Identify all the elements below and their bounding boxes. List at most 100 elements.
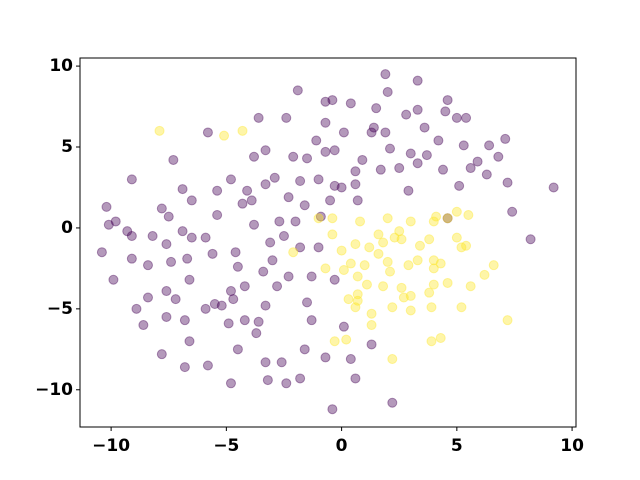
point	[249, 219, 260, 230]
point	[451, 206, 462, 217]
point	[212, 209, 223, 220]
point	[405, 148, 416, 159]
point	[428, 216, 439, 227]
point	[182, 253, 193, 264]
point	[442, 213, 453, 224]
point	[364, 242, 375, 253]
point	[209, 299, 220, 309]
point	[396, 234, 407, 245]
point	[426, 336, 437, 347]
point	[419, 122, 430, 133]
x-tick-label: 5	[451, 436, 463, 456]
point	[412, 158, 423, 169]
point	[258, 266, 269, 277]
point	[179, 362, 190, 373]
point	[276, 357, 287, 368]
y-tick-label: 10	[49, 56, 73, 76]
point	[442, 95, 453, 106]
point	[345, 98, 356, 109]
point	[403, 185, 414, 196]
point	[260, 179, 271, 190]
point	[249, 151, 260, 162]
point	[228, 294, 239, 305]
point	[382, 213, 393, 224]
point	[428, 279, 439, 290]
point	[260, 300, 271, 311]
point	[327, 95, 338, 106]
point	[463, 209, 474, 220]
point	[352, 195, 363, 206]
point	[488, 260, 499, 271]
point	[265, 237, 276, 248]
point	[170, 294, 181, 305]
point	[290, 216, 301, 227]
point	[186, 195, 197, 206]
point	[387, 354, 398, 365]
point	[299, 200, 310, 211]
point	[484, 140, 495, 151]
point	[424, 287, 435, 298]
point	[378, 237, 389, 248]
point	[412, 104, 423, 115]
point	[366, 308, 377, 319]
point	[295, 176, 306, 186]
point	[147, 231, 158, 242]
point	[350, 239, 361, 250]
point	[350, 179, 361, 190]
point	[260, 357, 271, 368]
point	[200, 303, 211, 314]
point	[207, 248, 218, 259]
point	[345, 258, 356, 269]
point	[465, 163, 476, 174]
point	[338, 127, 349, 138]
point	[435, 332, 446, 343]
point	[396, 282, 407, 293]
point	[108, 274, 119, 285]
point	[350, 302, 361, 313]
point	[237, 198, 248, 209]
point	[232, 344, 243, 355]
point	[313, 242, 324, 253]
point	[350, 373, 361, 384]
point	[216, 300, 227, 311]
point	[442, 277, 453, 288]
point	[461, 112, 472, 123]
point	[438, 164, 449, 175]
point	[225, 174, 236, 185]
point	[142, 260, 153, 271]
point	[338, 265, 349, 276]
point	[440, 106, 451, 117]
point	[320, 352, 331, 363]
point	[500, 133, 511, 144]
point	[274, 216, 285, 227]
point	[315, 211, 326, 222]
x-tick-label: −5	[213, 436, 239, 456]
point	[502, 177, 513, 188]
point	[253, 316, 264, 327]
point	[442, 213, 453, 224]
point	[327, 229, 338, 240]
point	[329, 145, 340, 156]
point	[456, 302, 467, 313]
point	[405, 216, 416, 227]
point	[345, 354, 356, 365]
point	[177, 184, 188, 195]
point	[320, 117, 331, 128]
point	[398, 292, 409, 303]
point	[366, 127, 377, 138]
x-tick-label: 0	[336, 436, 348, 456]
point	[306, 271, 317, 282]
point	[110, 216, 121, 227]
point	[239, 281, 250, 292]
point	[350, 166, 361, 177]
point	[359, 260, 370, 271]
point	[343, 294, 354, 305]
point	[122, 226, 133, 237]
point	[525, 234, 536, 245]
point	[313, 174, 324, 185]
point	[225, 286, 236, 297]
point	[352, 289, 363, 300]
point	[451, 232, 462, 243]
point	[184, 274, 195, 285]
